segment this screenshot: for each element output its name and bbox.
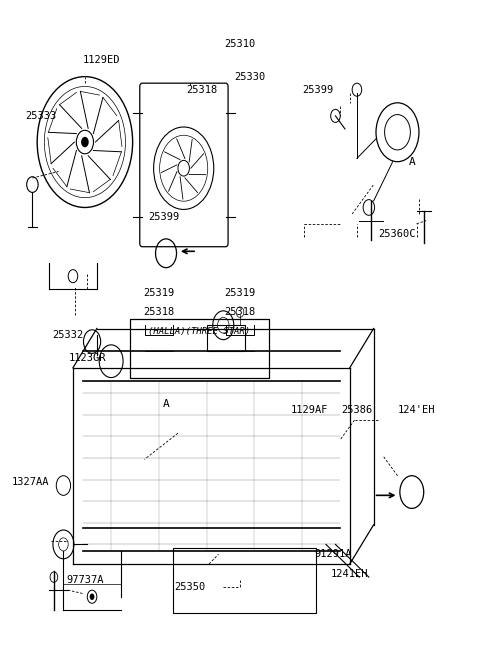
Bar (206, 325, 245, 351)
Text: 25333: 25333 (25, 111, 57, 121)
Text: 25330: 25330 (234, 72, 265, 81)
Text: 25360C: 25360C (378, 229, 416, 238)
Bar (130, 319, 269, 378)
Text: 25350: 25350 (174, 582, 205, 592)
Text: 91291A: 91291A (314, 549, 352, 559)
Circle shape (81, 137, 89, 147)
Text: 25318: 25318 (186, 85, 217, 95)
Text: 25319: 25319 (224, 288, 256, 298)
Text: (HALLA)(THREE STAR): (HALLA)(THREE STAR) (148, 327, 251, 336)
Bar (173, 548, 316, 613)
Text: 97737A: 97737A (66, 576, 104, 585)
Text: 124'EH: 124'EH (398, 405, 435, 415)
Text: 25318: 25318 (143, 307, 175, 317)
Text: 1327AA: 1327AA (11, 477, 49, 487)
Text: 25399: 25399 (148, 212, 179, 222)
Text: 1129ED: 1129ED (83, 55, 120, 65)
Text: 25319: 25319 (143, 288, 175, 298)
Text: 25386: 25386 (341, 405, 372, 415)
Text: 1123GR: 1123GR (69, 353, 106, 363)
Text: A: A (408, 156, 415, 167)
Text: 25332: 25332 (53, 330, 84, 340)
Text: 1129AF: 1129AF (290, 405, 328, 415)
Text: 25318: 25318 (224, 307, 256, 317)
Text: 25310: 25310 (224, 39, 256, 49)
Text: 25399: 25399 (302, 85, 333, 95)
Text: A: A (163, 399, 169, 409)
Text: 1241EH: 1241EH (331, 569, 369, 579)
Circle shape (90, 593, 95, 600)
